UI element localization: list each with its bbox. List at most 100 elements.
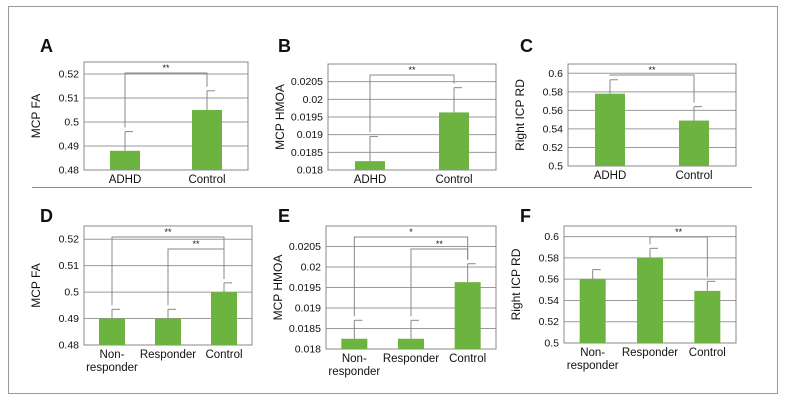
x-tick-label-line: Control xyxy=(435,174,472,186)
y-tick-label: 0.56 xyxy=(543,105,564,117)
bar xyxy=(579,279,606,343)
bar xyxy=(637,257,663,343)
significance-bracket xyxy=(609,74,695,103)
x-tick-label-line: Responder xyxy=(383,353,439,365)
y-tick-label: 0.5 xyxy=(544,338,559,350)
x-tick-label-line: Non- xyxy=(580,347,605,359)
y-tick-label: 0.018 xyxy=(297,165,323,177)
y-axis-label: Right ICP RD xyxy=(509,248,523,320)
x-tick-label: Control xyxy=(689,347,726,359)
bar xyxy=(454,282,481,349)
significance-label: ** xyxy=(436,239,444,249)
y-tick-label: 0.5 xyxy=(64,287,79,299)
x-tick-label-line: ADHD xyxy=(594,170,627,182)
y-tick-label: 0.019 xyxy=(297,129,323,141)
y-axis-label: MCP FA xyxy=(29,94,43,138)
x-tick-label-line: Control xyxy=(188,174,225,186)
y-tick-label: 0.02 xyxy=(303,94,324,106)
panel-letter: D xyxy=(40,206,53,226)
bar xyxy=(355,161,385,170)
plot-area xyxy=(327,63,497,171)
significance-bracket xyxy=(353,236,469,317)
plot-area xyxy=(83,61,249,171)
x-tick-label-line: Responder xyxy=(622,347,678,359)
significance-label: ** xyxy=(162,63,170,73)
y-axis-label: Right ICP RD xyxy=(513,79,527,151)
plot-area xyxy=(567,63,737,167)
x-tick-label: ADHD xyxy=(109,174,142,186)
x-tick-label-line: Responder xyxy=(140,349,196,361)
panel-letter: A xyxy=(40,36,53,56)
x-tick-label: Control xyxy=(449,353,486,365)
y-tick-label: 0.48 xyxy=(59,340,80,352)
y-tick-label: 0.019 xyxy=(295,303,321,315)
y-axis-label: MCP FA xyxy=(29,263,43,307)
bar xyxy=(110,150,140,170)
x-tick-label: Responder xyxy=(140,349,196,361)
significance-label: * xyxy=(409,227,413,237)
y-tick-label: 0.5 xyxy=(64,117,79,129)
y-axis-label: MCP HMOA xyxy=(271,255,285,321)
x-tick-label: Control xyxy=(188,174,225,186)
y-tick-label: 0.54 xyxy=(539,295,560,307)
x-tick-label-line: Control xyxy=(449,353,486,365)
x-tick-label-line: Non- xyxy=(342,353,367,365)
x-tick-label-line: Control xyxy=(205,349,242,361)
y-tick-label: 0.5 xyxy=(548,161,563,173)
x-tick-label-line: ADHD xyxy=(354,174,387,186)
bar xyxy=(694,290,721,343)
y-tick-label: 0.0195 xyxy=(289,282,321,294)
x-tick-label: Control xyxy=(205,349,242,361)
x-tick-label: Non-responder xyxy=(567,347,619,372)
significance-label: ** xyxy=(648,65,656,75)
y-tick-label: 0.0205 xyxy=(289,241,321,253)
x-tick-label: Control xyxy=(435,174,472,186)
panel-letter: E xyxy=(278,206,290,226)
y-tick-label: 0.49 xyxy=(59,313,80,325)
significance-bracket xyxy=(167,248,225,306)
y-tick-label: 0.51 xyxy=(59,260,80,272)
y-tick-label: 0.48 xyxy=(59,165,80,177)
x-tick-label: ADHD xyxy=(594,170,627,182)
panel-letter: F xyxy=(520,206,531,226)
y-tick-label: 0.51 xyxy=(59,93,80,105)
y-tick-label: 0.54 xyxy=(543,123,564,135)
bar xyxy=(211,292,237,345)
y-tick-label: 0.52 xyxy=(59,234,80,246)
y-tick-label: 0.0195 xyxy=(291,112,323,124)
significance-bracket xyxy=(369,74,455,133)
x-tick-label-line: responder xyxy=(328,366,380,378)
y-tick-label: 0.0185 xyxy=(291,147,323,159)
x-tick-label-line: ADHD xyxy=(109,174,142,186)
x-tick-label: ADHD xyxy=(354,174,387,186)
bar xyxy=(192,110,222,170)
panel-letter: B xyxy=(278,36,291,56)
y-tick-label: 0.52 xyxy=(539,316,560,328)
x-tick-label: Non-responder xyxy=(86,349,138,374)
y-tick-label: 0.52 xyxy=(59,69,80,81)
bar xyxy=(341,338,368,349)
significance-bracket xyxy=(649,236,708,278)
y-axis-label: MCP HMOA xyxy=(273,84,287,150)
panel-letter: C xyxy=(520,36,533,56)
x-tick-label-line: responder xyxy=(567,360,619,372)
significance-bracket xyxy=(410,248,469,317)
y-tick-label: 0.52 xyxy=(543,142,564,154)
x-tick-label: Responder xyxy=(622,347,678,359)
x-tick-label-line: Non- xyxy=(100,349,125,361)
y-tick-label: 0.58 xyxy=(543,86,564,98)
significance-label: ** xyxy=(408,65,416,75)
significance-label: ** xyxy=(192,239,200,249)
y-tick-label: 0.6 xyxy=(548,68,563,80)
y-tick-label: 0.0205 xyxy=(291,76,323,88)
x-tick-label: Control xyxy=(675,170,712,182)
y-tick-label: 0.49 xyxy=(59,141,80,153)
bar xyxy=(155,318,181,345)
significance-bracket xyxy=(124,72,208,128)
y-tick-label: 0.58 xyxy=(539,252,560,264)
y-tick-label: 0.56 xyxy=(539,274,560,286)
x-tick-label: Responder xyxy=(383,353,439,365)
y-tick-label: 0.0185 xyxy=(289,323,321,335)
bar xyxy=(439,112,469,170)
x-tick-label-line: Control xyxy=(675,170,712,182)
